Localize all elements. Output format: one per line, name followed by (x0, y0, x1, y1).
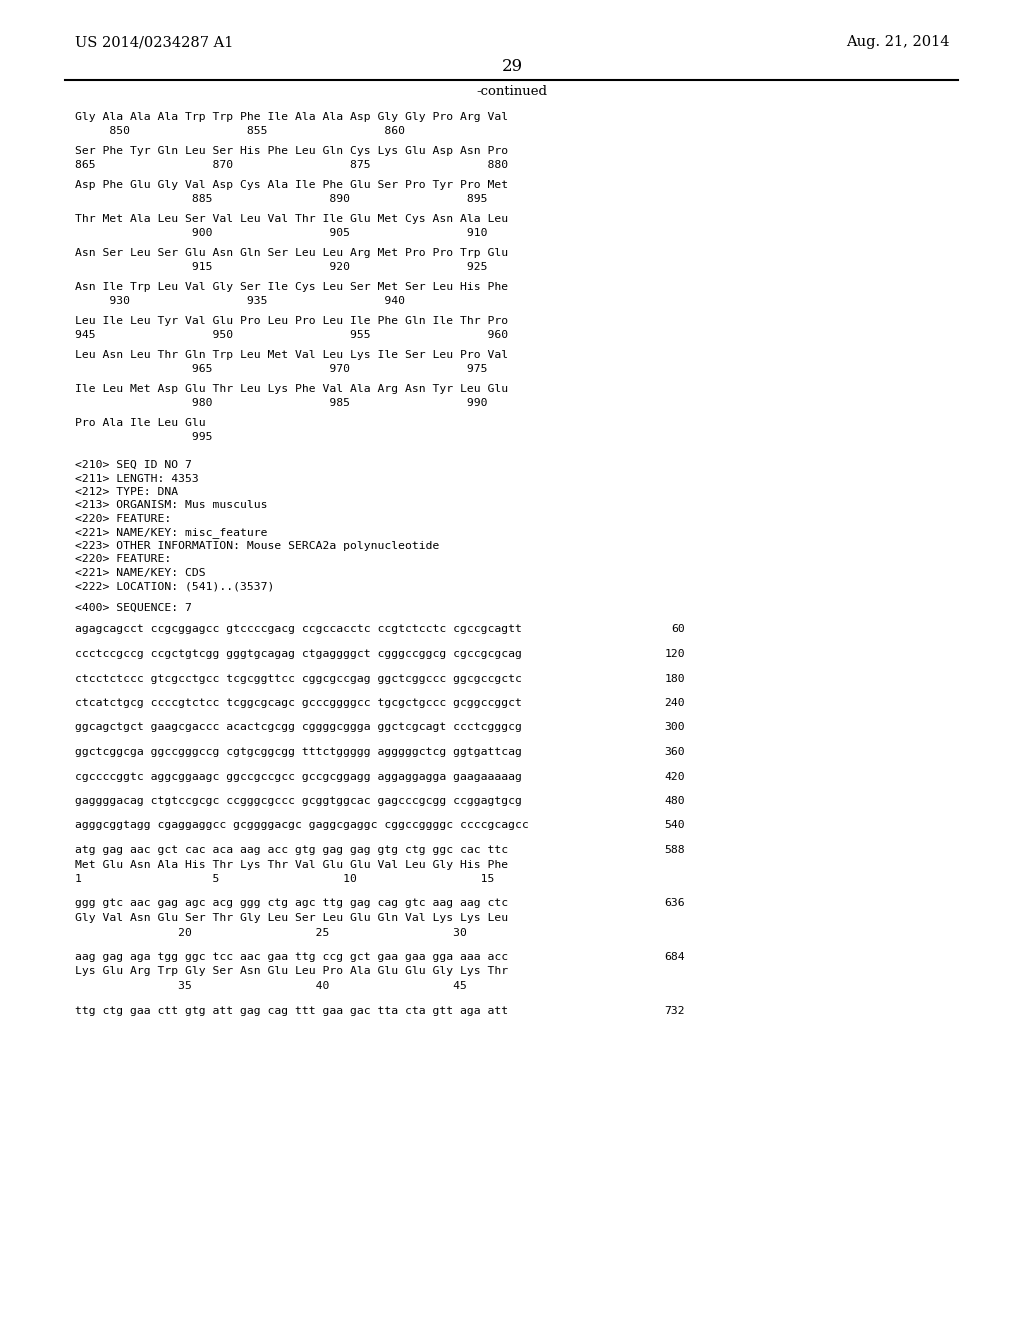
Text: ctcctctccc gtcgcctgcc tcgcggttcc cggcgccgag ggctcggccc ggcgccgctc: ctcctctccc gtcgcctgcc tcgcggttcc cggcgcc… (75, 673, 522, 684)
Text: 120: 120 (665, 649, 685, 659)
Text: gaggggacag ctgtccgcgc ccgggcgccc gcggtggcac gagcccgcgg ccggagtgcg: gaggggacag ctgtccgcgc ccgggcgccc gcggtgg… (75, 796, 522, 807)
Text: 915                 920                 925: 915 920 925 (75, 263, 487, 272)
Text: 35                  40                  45: 35 40 45 (75, 981, 467, 991)
Text: 965                 970                 975: 965 970 975 (75, 364, 487, 375)
Text: 885                 890                 895: 885 890 895 (75, 194, 487, 205)
Text: <212> TYPE: DNA: <212> TYPE: DNA (75, 487, 178, 498)
Text: ccctccgccg ccgctgtcgg gggtgcagag ctgaggggct cgggccggcg cgccgcgcag: ccctccgccg ccgctgtcgg gggtgcagag ctgaggg… (75, 649, 522, 659)
Text: Gly Ala Ala Ala Trp Trp Phe Ile Ala Ala Asp Gly Gly Pro Arg Val: Gly Ala Ala Ala Trp Trp Phe Ile Ala Ala … (75, 112, 508, 121)
Text: 732: 732 (665, 1006, 685, 1015)
Text: <210> SEQ ID NO 7: <210> SEQ ID NO 7 (75, 459, 191, 470)
Text: Asp Phe Glu Gly Val Asp Cys Ala Ile Phe Glu Ser Pro Tyr Pro Met: Asp Phe Glu Gly Val Asp Cys Ala Ile Phe … (75, 180, 508, 190)
Text: Aug. 21, 2014: Aug. 21, 2014 (847, 36, 950, 49)
Text: -continued: -continued (476, 84, 548, 98)
Text: Asn Ser Leu Ser Glu Asn Gln Ser Leu Leu Arg Met Pro Pro Trp Glu: Asn Ser Leu Ser Glu Asn Gln Ser Leu Leu … (75, 248, 508, 257)
Text: 930                 935                 940: 930 935 940 (75, 297, 406, 306)
Text: <221> NAME/KEY: misc_feature: <221> NAME/KEY: misc_feature (75, 528, 267, 539)
Text: 180: 180 (665, 673, 685, 684)
Text: Leu Ile Leu Tyr Val Glu Pro Leu Pro Leu Ile Phe Gln Ile Thr Pro: Leu Ile Leu Tyr Val Glu Pro Leu Pro Leu … (75, 315, 508, 326)
Text: 1                   5                  10                  15: 1 5 10 15 (75, 874, 495, 884)
Text: 945                 950                 955                 960: 945 950 955 960 (75, 330, 508, 341)
Text: ggcagctgct gaagcgaccc acactcgcgg cggggcggga ggctcgcagt ccctcgggcg: ggcagctgct gaagcgaccc acactcgcgg cggggcg… (75, 722, 522, 733)
Text: ggctcggcga ggccgggccg cgtgcggcgg tttctggggg agggggctcg ggtgattcag: ggctcggcga ggccgggccg cgtgcggcgg tttctgg… (75, 747, 522, 756)
Text: Met Glu Asn Ala His Thr Lys Thr Val Glu Glu Val Leu Gly His Phe: Met Glu Asn Ala His Thr Lys Thr Val Glu … (75, 859, 508, 870)
Text: 980                 985                 990: 980 985 990 (75, 399, 487, 408)
Text: agagcagcct ccgcggagcc gtccccgacg ccgccacctc ccgtctcctc cgccgcagtt: agagcagcct ccgcggagcc gtccccgacg ccgccac… (75, 624, 522, 635)
Text: ttg ctg gaa ctt gtg att gag cag ttt gaa gac tta cta gtt aga att: ttg ctg gaa ctt gtg att gag cag ttt gaa … (75, 1006, 508, 1015)
Text: 850                 855                 860: 850 855 860 (75, 127, 406, 136)
Text: 360: 360 (665, 747, 685, 756)
Text: cgccccggtc aggcggaagc ggccgccgcc gccgcggagg aggaggagga gaagaaaaag: cgccccggtc aggcggaagc ggccgccgcc gccgcgg… (75, 771, 522, 781)
Text: Leu Asn Leu Thr Gln Trp Leu Met Val Leu Lys Ile Ser Leu Pro Val: Leu Asn Leu Thr Gln Trp Leu Met Val Leu … (75, 350, 508, 360)
Text: US 2014/0234287 A1: US 2014/0234287 A1 (75, 36, 233, 49)
Text: 684: 684 (665, 952, 685, 962)
Text: <400> SEQUENCE: 7: <400> SEQUENCE: 7 (75, 603, 191, 612)
Text: 300: 300 (665, 722, 685, 733)
Text: ctcatctgcg ccccgtctcc tcggcgcagc gcccggggcc tgcgctgccc gcggccggct: ctcatctgcg ccccgtctcc tcggcgcagc gcccggg… (75, 698, 522, 708)
Text: 420: 420 (665, 771, 685, 781)
Text: 240: 240 (665, 698, 685, 708)
Text: 588: 588 (665, 845, 685, 855)
Text: <220> FEATURE:: <220> FEATURE: (75, 554, 171, 565)
Text: <223> OTHER INFORMATION: Mouse SERCA2a polynucleotide: <223> OTHER INFORMATION: Mouse SERCA2a p… (75, 541, 439, 550)
Text: Lys Glu Arg Trp Gly Ser Asn Glu Leu Pro Ala Glu Glu Gly Lys Thr: Lys Glu Arg Trp Gly Ser Asn Glu Leu Pro … (75, 966, 508, 977)
Text: <220> FEATURE:: <220> FEATURE: (75, 513, 171, 524)
Text: Thr Met Ala Leu Ser Val Leu Val Thr Ile Glu Met Cys Asn Ala Leu: Thr Met Ala Leu Ser Val Leu Val Thr Ile … (75, 214, 508, 224)
Text: 29: 29 (502, 58, 522, 75)
Text: 540: 540 (665, 821, 685, 830)
Text: <213> ORGANISM: Mus musculus: <213> ORGANISM: Mus musculus (75, 500, 267, 511)
Text: 865                 870                 875                 880: 865 870 875 880 (75, 161, 508, 170)
Text: 995: 995 (75, 433, 213, 442)
Text: Gly Val Asn Glu Ser Thr Gly Leu Ser Leu Glu Gln Val Lys Lys Leu: Gly Val Asn Glu Ser Thr Gly Leu Ser Leu … (75, 913, 508, 923)
Text: agggcggtagg cgaggaggcc gcggggacgc gaggcgaggc cggccggggc ccccgcagcc: agggcggtagg cgaggaggcc gcggggacgc gaggcg… (75, 821, 528, 830)
Text: <221> NAME/KEY: CDS: <221> NAME/KEY: CDS (75, 568, 206, 578)
Text: 480: 480 (665, 796, 685, 807)
Text: <211> LENGTH: 4353: <211> LENGTH: 4353 (75, 474, 199, 483)
Text: Asn Ile Trp Leu Val Gly Ser Ile Cys Leu Ser Met Ser Leu His Phe: Asn Ile Trp Leu Val Gly Ser Ile Cys Leu … (75, 282, 508, 292)
Text: 60: 60 (672, 624, 685, 635)
Text: 636: 636 (665, 899, 685, 908)
Text: aag gag aga tgg ggc tcc aac gaa ttg ccg gct gaa gaa gga aaa acc: aag gag aga tgg ggc tcc aac gaa ttg ccg … (75, 952, 508, 962)
Text: atg gag aac gct cac aca aag acc gtg gag gag gtg ctg ggc cac ttc: atg gag aac gct cac aca aag acc gtg gag … (75, 845, 508, 855)
Text: <222> LOCATION: (541)..(3537): <222> LOCATION: (541)..(3537) (75, 582, 274, 591)
Text: Pro Ala Ile Leu Glu: Pro Ala Ile Leu Glu (75, 418, 206, 428)
Text: Ser Phe Tyr Gln Leu Ser His Phe Leu Gln Cys Lys Glu Asp Asn Pro: Ser Phe Tyr Gln Leu Ser His Phe Leu Gln … (75, 147, 508, 156)
Text: 20                  25                  30: 20 25 30 (75, 928, 467, 937)
Text: 900                 905                 910: 900 905 910 (75, 228, 487, 239)
Text: ggg gtc aac gag agc acg ggg ctg agc ttg gag cag gtc aag aag ctc: ggg gtc aac gag agc acg ggg ctg agc ttg … (75, 899, 508, 908)
Text: Ile Leu Met Asp Glu Thr Leu Lys Phe Val Ala Arg Asn Tyr Leu Glu: Ile Leu Met Asp Glu Thr Leu Lys Phe Val … (75, 384, 508, 393)
